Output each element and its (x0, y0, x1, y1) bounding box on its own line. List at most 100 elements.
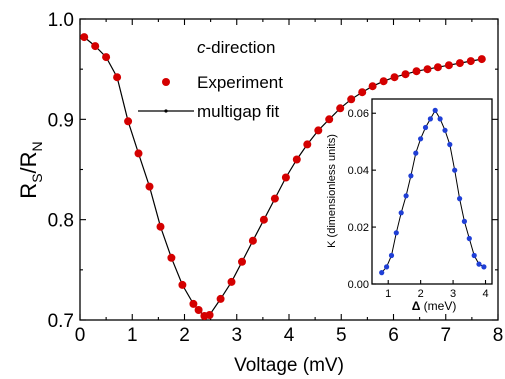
experiment-point (248, 236, 257, 245)
experiment-point (379, 77, 388, 86)
inset-point (466, 235, 472, 242)
inset-x-tick-label: 1 (385, 288, 391, 300)
y-tick-label: 0.7 (48, 311, 74, 332)
legend-fit-label: multigap fit (197, 102, 279, 121)
y-tick-label: 0.9 (48, 110, 74, 131)
x-tick-label: 1 (127, 325, 138, 346)
y-tick-label: 1.0 (48, 10, 74, 31)
legend-title-italic: c (197, 38, 206, 57)
inset-plot-frame (371, 98, 493, 285)
main-y-axis: 0.7 0.8 0.9 1.0 (48, 10, 498, 332)
experiment-point (167, 253, 176, 262)
experiment-point (145, 182, 154, 191)
y-tick-label: 0.8 (48, 211, 74, 232)
inset-point (461, 218, 467, 224)
y-axis-label-sub-n: N (29, 141, 45, 151)
legend-experiment-marker (162, 78, 170, 86)
x-tick-label: 6 (388, 325, 399, 346)
x-tick-label: 0 (75, 325, 86, 346)
legend-title-rest: -direction (206, 38, 276, 57)
experiment-point (270, 194, 279, 203)
experiment-point (156, 222, 165, 231)
legend-fit-marker (164, 109, 168, 113)
experiment-point (368, 82, 377, 91)
experiment-point (444, 61, 453, 70)
inset-x-axis-label-unit: (meV) (420, 299, 456, 313)
experiment-point (314, 126, 323, 135)
experiment-point (281, 173, 290, 182)
x-tick-label: 4 (284, 325, 295, 346)
experiment-points (80, 33, 486, 320)
x-tick-label: 3 (231, 325, 242, 346)
legend-experiment-label: Experiment (197, 73, 283, 92)
experiment-point (423, 65, 432, 74)
experiment-point (124, 117, 133, 126)
experiment-point (189, 299, 198, 308)
experiment-point (216, 294, 225, 303)
x-axis-label: Voltage (mV) (234, 355, 344, 376)
svg-text:RS/RN: RS/RN (16, 141, 45, 198)
inset-y-axis: 0.00 0.02 0.04 0.06 (348, 108, 376, 291)
experiment-point (325, 115, 334, 124)
experiment-point (433, 63, 442, 72)
inset-y-tick-label: 0.06 (348, 108, 369, 120)
inset-point (481, 264, 487, 270)
experiment-point (477, 55, 486, 64)
legend: c-direction Experiment multigap fit (138, 38, 283, 121)
experiment-point (390, 73, 399, 82)
y-axis-label-r: R (16, 183, 41, 199)
x-tick-label: 8 (493, 325, 504, 346)
experiment-point (205, 311, 214, 319)
inset-point (379, 270, 385, 276)
experiment-point (336, 104, 345, 113)
inset-x-axis-label: Δ (meV) (412, 299, 457, 313)
inset-point (398, 210, 404, 216)
experiment-point (194, 306, 203, 314)
inset-point (437, 116, 443, 122)
inset-points (379, 107, 487, 276)
experiment-point (455, 59, 464, 68)
experiment-point (358, 88, 367, 97)
inset-x-tick-label: 2 (418, 288, 424, 300)
inset-point (427, 116, 433, 122)
y-axis-label-sub-s: S (29, 173, 45, 182)
inset-point (447, 141, 453, 148)
inset-x-axis: 1 2 3 4 (385, 280, 489, 300)
x-tick-label: 5 (336, 325, 347, 346)
inset-point (384, 264, 390, 270)
experiment-point (238, 257, 246, 266)
inset-point (457, 196, 463, 202)
inset-line (381, 109, 485, 273)
inset-point (442, 127, 448, 133)
experiment-point (178, 280, 187, 289)
inset-point (452, 167, 458, 173)
y-axis-label: RS/RN (16, 141, 45, 198)
inset-point (471, 252, 477, 259)
main-x-axis: 0 1 2 3 4 5 6 7 8 (75, 19, 504, 346)
experiment-point (412, 67, 421, 76)
experiment-point (134, 149, 143, 158)
experiment-point (91, 42, 100, 51)
inset-point (413, 150, 419, 156)
experiment-point (303, 140, 312, 149)
legend-title: c-direction (197, 38, 275, 57)
inset-point (408, 173, 414, 179)
inset-y-tick-label: 0.00 (348, 279, 369, 291)
x-tick-label: 7 (440, 325, 451, 346)
inset-point (388, 252, 395, 259)
experiment-point (292, 155, 301, 164)
y-axis-label-r-den: R (16, 151, 41, 167)
inset-y-tick-label: 0.04 (348, 165, 369, 177)
experiment-point (401, 70, 410, 79)
x-tick-label: 2 (179, 325, 190, 346)
experiment-point (347, 95, 356, 104)
experiment-point (80, 33, 89, 42)
experiment-point (259, 215, 268, 224)
experiment-point (466, 57, 475, 66)
inset-point (418, 136, 424, 142)
experiment-point (227, 277, 236, 286)
inset-point (422, 124, 429, 131)
inset-x-tick-label: 4 (482, 288, 488, 300)
inset-x-tick-label: 3 (450, 288, 456, 300)
